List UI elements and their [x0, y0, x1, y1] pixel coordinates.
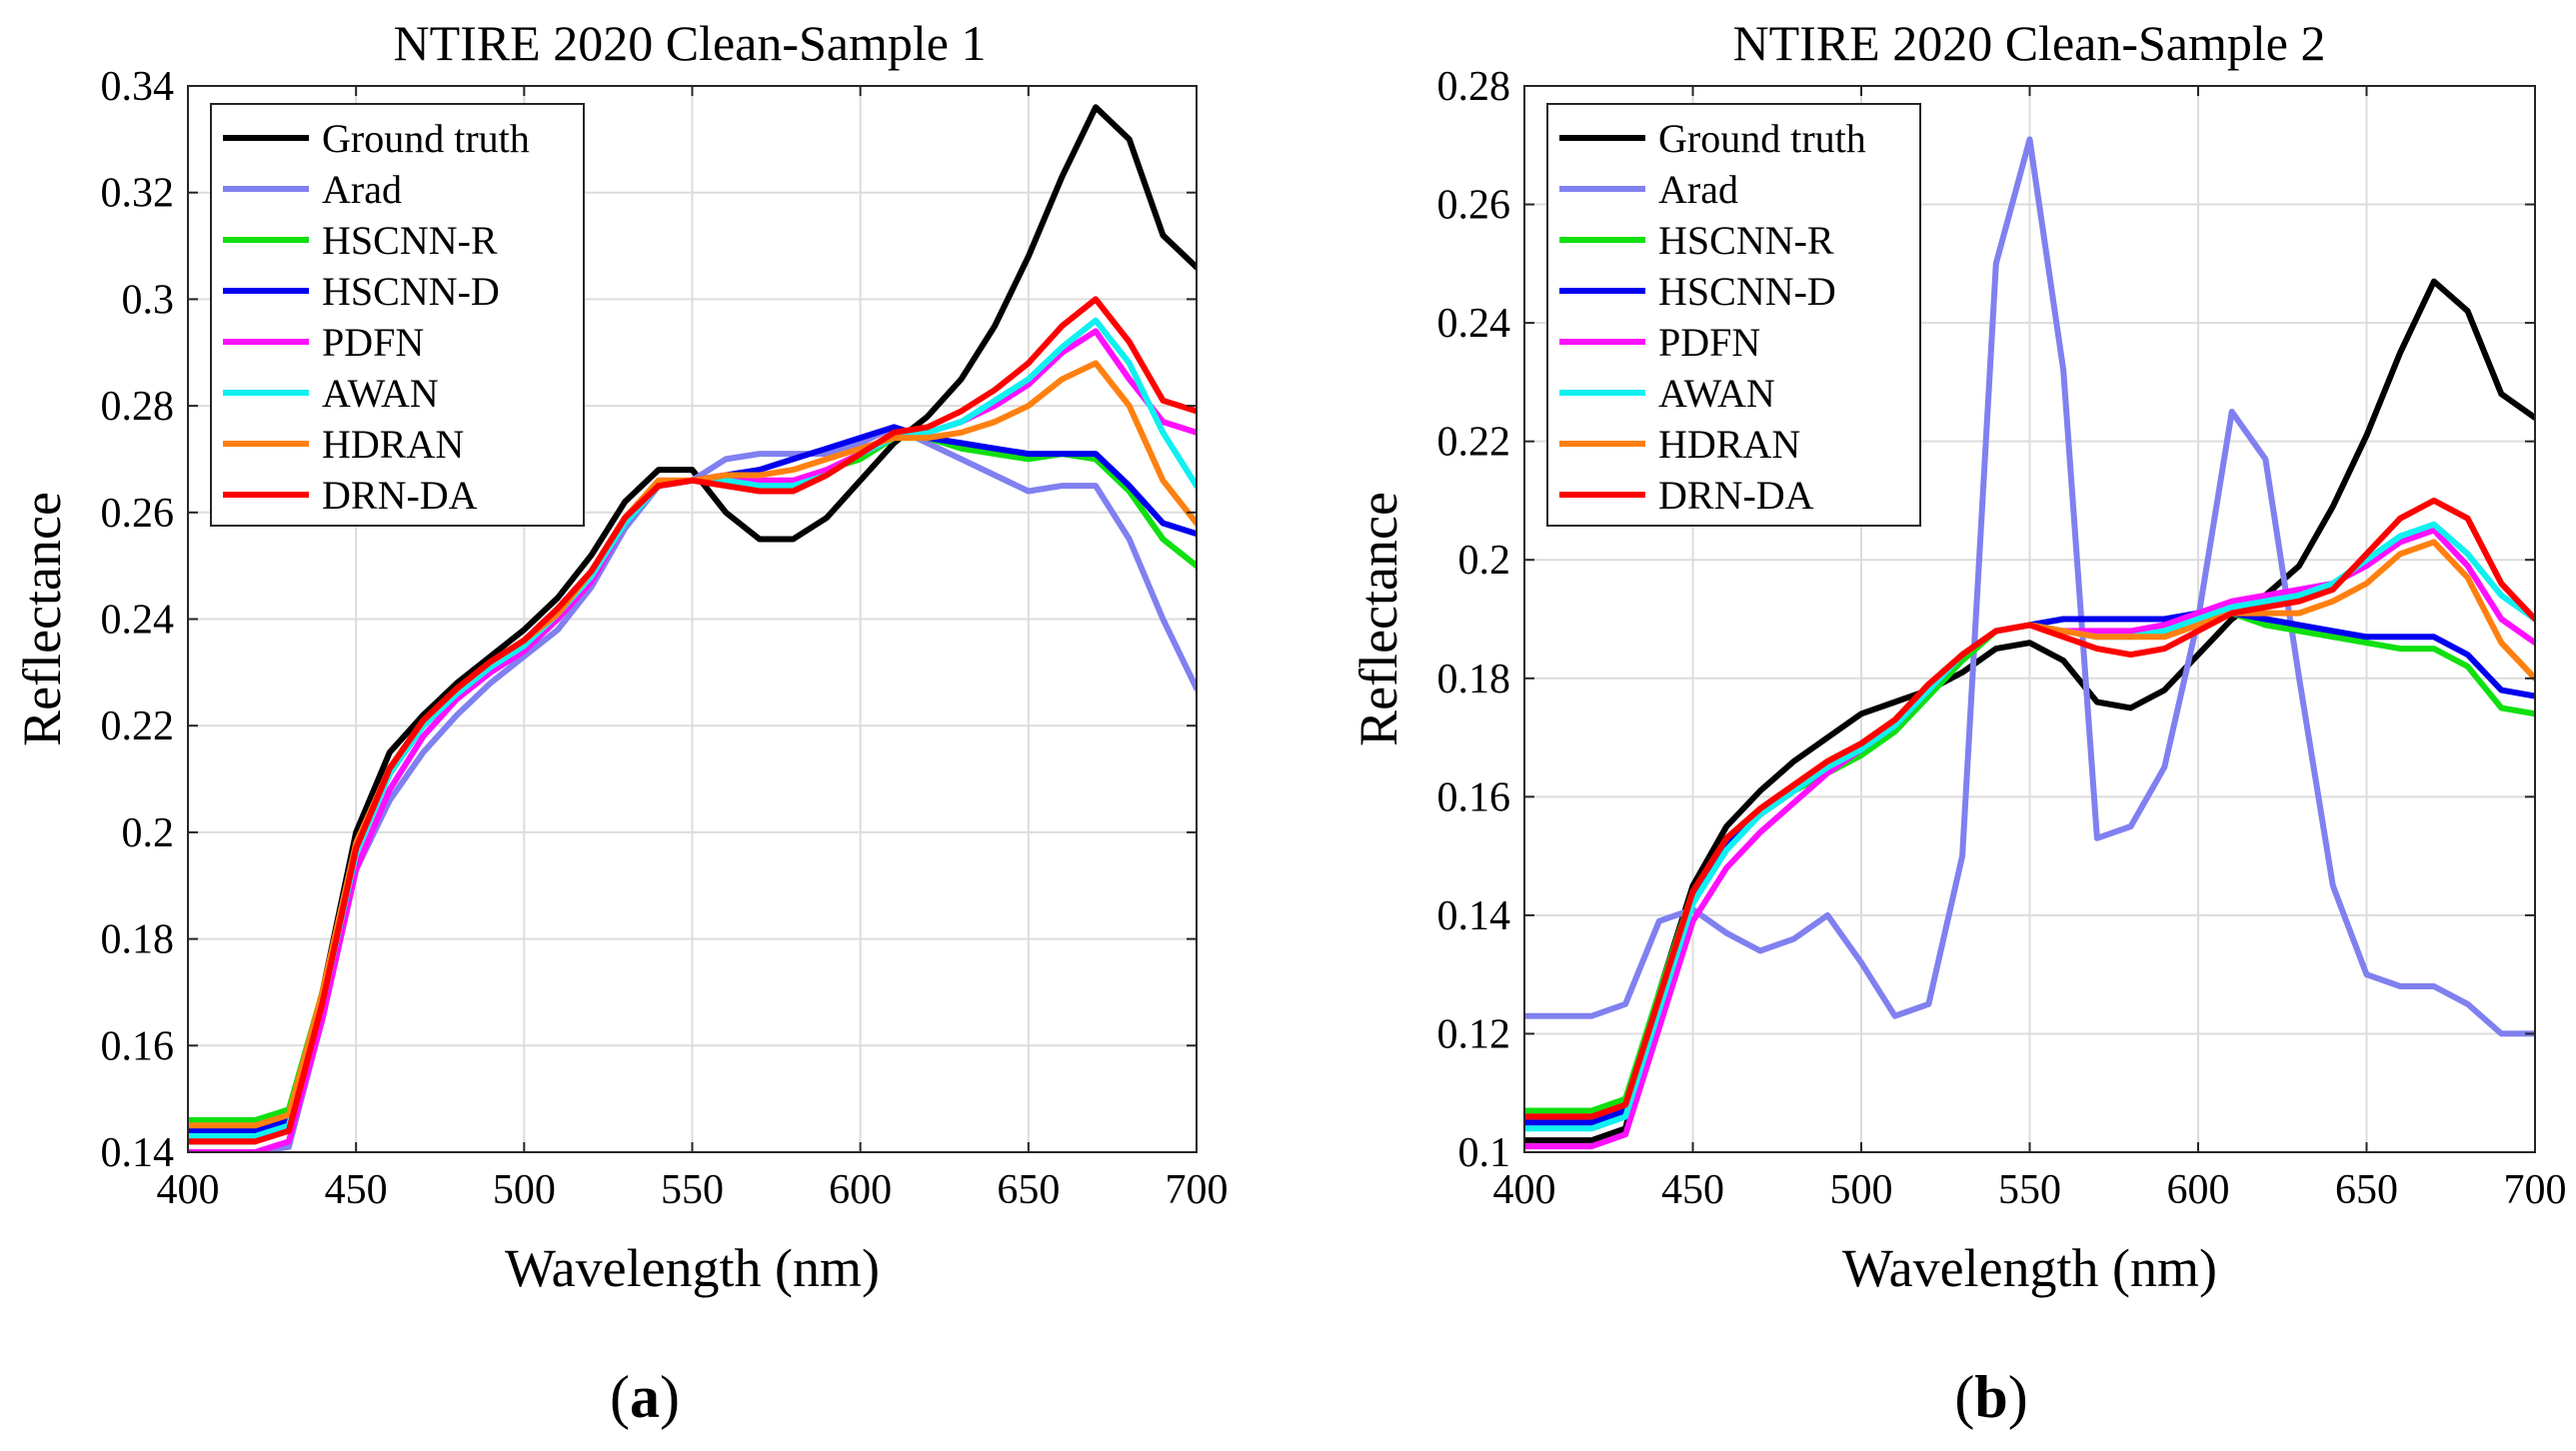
y-axis-label-a: Reflectance [12, 492, 72, 746]
legend-box-a [210, 103, 585, 527]
legend-label-a-awan: AWAN [322, 371, 439, 416]
y-tick-label-b-9: 0.28 [1437, 64, 1511, 110]
x-tick-label-b-400: 400 [1493, 1167, 1556, 1213]
x-tick-label-a-550: 550 [661, 1167, 724, 1213]
legend-label-b-hscnn-r: HSCNN-R [1658, 218, 1834, 263]
chart-title-b: NTIRE 2020 Clean-Sample 2 [1733, 15, 2326, 71]
y-tick-label-b-6: 0.22 [1437, 420, 1511, 466]
legend-label-a-hdran: HDRAN [322, 422, 464, 467]
y-tick-label-a-0: 0.14 [101, 1130, 175, 1176]
x-tick-label-b-700: 700 [2504, 1167, 2567, 1213]
y-tick-label-b-2: 0.14 [1437, 893, 1511, 939]
chart-panel-b: 400 450 500 550 600 650 700 0.1 0.12 0.14 0.16 0.18… [1348, 15, 2567, 1298]
x-tick-label-b-450: 450 [1661, 1167, 1724, 1213]
legend-label-b-arad: Arad [1658, 167, 1738, 212]
y-tick-label-a-5: 0.24 [101, 598, 175, 644]
panel-b-letter: b [1974, 1364, 2007, 1430]
panel-label-a: (a) [610, 1364, 680, 1430]
legend-label-b-hscnn-d: HSCNN-D [1658, 269, 1836, 314]
x-tick-label-a-500: 500 [493, 1167, 556, 1213]
series-line-a-ground-truth [188, 104, 1197, 1145]
y-tick-label-b-8: 0.26 [1437, 183, 1511, 229]
y-tick-label-b-3: 0.16 [1437, 774, 1511, 820]
legend-box-b [1546, 103, 1921, 527]
y-tick-label-a-6: 0.26 [101, 491, 175, 537]
x-tick-label-a-400: 400 [157, 1167, 220, 1213]
x-tick-label-b-650: 650 [2335, 1167, 2398, 1213]
x-tick-label-a-700: 700 [1166, 1167, 1229, 1213]
y-tick-label-a-8: 0.3 [122, 277, 175, 323]
chart-panel-a: 400 450 500 550 600 650 700 0.14 0.16 0.18 0.2 0.22… [12, 15, 1229, 1298]
x-tick-label-a-450: 450 [325, 1167, 388, 1213]
legend-label-a-ground-truth: Ground truth [322, 116, 530, 161]
y-tick-label-b-7: 0.24 [1437, 301, 1511, 347]
legend-label-b-awan: AWAN [1658, 371, 1775, 416]
y-tick-label-a-10: 0.34 [101, 64, 175, 110]
x-tick-label-b-600: 600 [2167, 1167, 2230, 1213]
legend-label-b-pdfn: PDFN [1658, 320, 1760, 365]
series-group-b [1524, 136, 2535, 1150]
series-group-a [188, 104, 1197, 1152]
panel-b-close-paren: ) [2008, 1364, 2028, 1430]
y-tick-label-b-4: 0.18 [1437, 657, 1511, 703]
x-axis-label-a: Wavelength (nm) [505, 1238, 880, 1298]
legend-label-a-hscnn-d: HSCNN-D [322, 269, 500, 314]
y-tick-label-b-5: 0.2 [1458, 538, 1511, 584]
y-tick-label-a-7: 0.28 [101, 384, 175, 430]
y-tick-label-a-1: 0.16 [101, 1023, 175, 1069]
legend-label-a-drn-da: DRN-DA [322, 473, 478, 518]
legend-label-a-pdfn: PDFN [322, 320, 424, 365]
y-axis-label-b: Reflectance [1348, 492, 1408, 746]
y-tick-label-b-0: 0.1 [1458, 1130, 1511, 1176]
legend-label-b-drn-da: DRN-DA [1658, 473, 1814, 518]
legend-label-a-hscnn-r: HSCNN-R [322, 218, 498, 263]
chart-title-a: NTIRE 2020 Clean-Sample 1 [394, 15, 987, 71]
x-axis-label-b: Wavelength (nm) [1842, 1238, 2217, 1298]
x-tick-label-a-600: 600 [829, 1167, 892, 1213]
panel-a-letter: a [630, 1364, 660, 1430]
y-tick-label-a-2: 0.18 [101, 917, 175, 963]
y-tick-label-b-1: 0.12 [1437, 1011, 1511, 1057]
legend-label-b-hdran: HDRAN [1658, 422, 1800, 467]
legend-label-b-ground-truth: Ground truth [1658, 116, 1866, 161]
panel-label-b: (b) [1954, 1364, 2027, 1430]
y-tick-label-a-9: 0.32 [101, 171, 175, 217]
panel-b-open-paren: ( [1954, 1364, 1974, 1430]
panel-a-open-paren: ( [610, 1364, 630, 1430]
x-tick-label-b-550: 550 [1998, 1167, 2061, 1213]
panel-a-close-paren: ) [660, 1364, 680, 1430]
legend-label-a-arad: Arad [322, 167, 402, 212]
y-tick-label-a-4: 0.22 [101, 704, 175, 749]
y-tick-label-a-3: 0.2 [122, 810, 175, 856]
x-tick-label-a-650: 650 [997, 1167, 1060, 1213]
series-line-b-drn-da [1524, 497, 2535, 1120]
series-line-a-drn-da [188, 296, 1197, 1145]
legend-a: Ground truth Arad HSCNN-R HSCNN-D PDFN AWAN HD… [210, 103, 585, 527]
series-line-b-ground-truth [1524, 278, 2535, 1144]
legend-b: Ground truth Arad HSCNN-R HSCNN-D PDFN AWAN HD… [1546, 103, 1921, 527]
x-tick-label-b-500: 500 [1830, 1167, 1893, 1213]
